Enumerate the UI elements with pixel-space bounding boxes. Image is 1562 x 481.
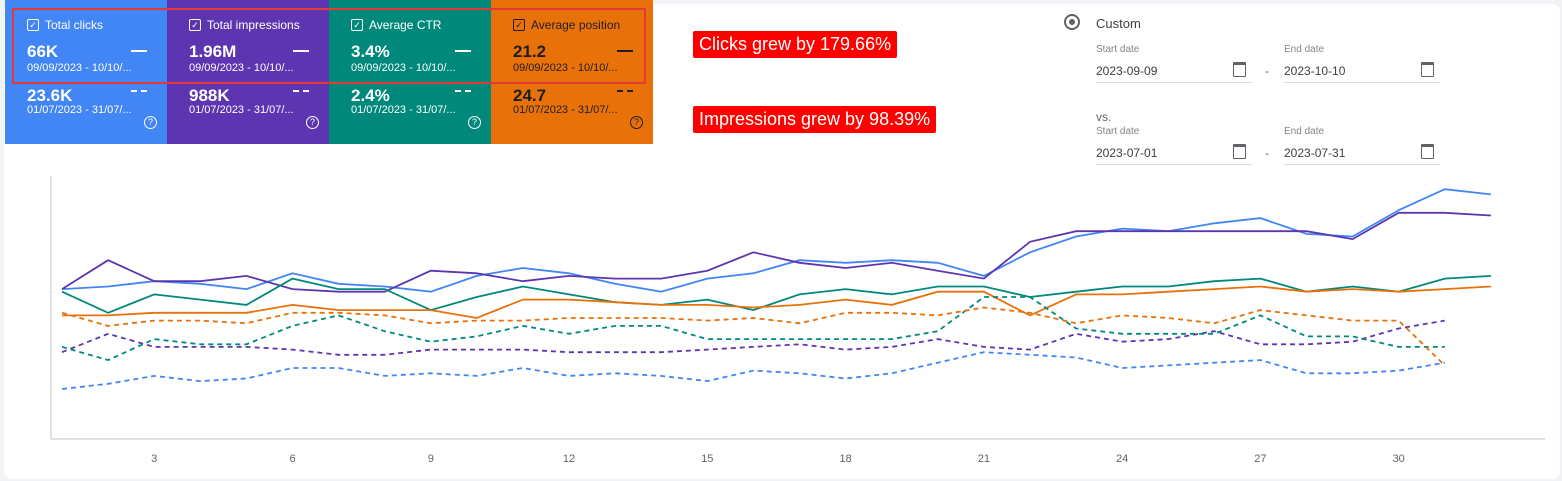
dashed-line-legend-icon (455, 90, 471, 92)
dashed-line-legend-icon (617, 90, 633, 92)
help-icon[interactable]: ? (306, 116, 319, 129)
metric-compare-date-range: 01/07/2023 - 31/07/... (513, 104, 618, 116)
metric-compare-date-range: 01/07/2023 - 31/07/... (351, 104, 456, 116)
metric-compare-value: 24.7 (513, 86, 547, 105)
metric-card-2[interactable]: ✓ Average CTR 3.4% 09/09/2023 - 10/10/... 2.… (329, 0, 491, 144)
clicks-growth-callout: Clicks grew by 179.66% (693, 31, 898, 58)
checkbox-icon[interactable]: ✓ (27, 19, 39, 31)
checkbox-icon[interactable]: ✓ (189, 19, 201, 31)
date-separator: - (1265, 64, 1269, 78)
impressions-growth-callout: Impressions grew by 98.39% (693, 106, 937, 133)
metric-date-range: 09/09/2023 - 10/10/... (513, 62, 618, 74)
help-icon[interactable]: ? (468, 116, 481, 129)
calendar-icon[interactable] (1421, 144, 1434, 159)
custom-option-label: Custom (1096, 16, 1141, 31)
metric-header[interactable]: ✓ Average position (513, 18, 620, 32)
metric-date-range: 09/09/2023 - 10/10/... (189, 62, 294, 74)
metric-header[interactable]: ✓ Total impressions (189, 18, 300, 32)
start-date-value: 2023-09-09 (1096, 64, 1158, 78)
compare-end-date-value: 2023-07-31 (1284, 146, 1346, 160)
metric-value: 66K (27, 42, 59, 61)
metric-compare-date-range: 01/07/2023 - 31/07/... (27, 104, 132, 116)
metric-card-3[interactable]: ✓ Average position 21.2 09/09/2023 - 10/10/… (491, 0, 653, 144)
metric-compare-value: 988K (189, 86, 230, 105)
dashed-line-legend-icon (131, 90, 147, 92)
end-date-value: 2023-10-10 (1284, 64, 1346, 78)
dashed-line-legend-icon (293, 90, 309, 92)
compare-start-date-field[interactable]: 2023-07-01 (1096, 144, 1252, 165)
solid-line-legend-icon (293, 50, 309, 52)
compare-date-separator: - (1265, 146, 1269, 160)
compare-start-date-label: Start date (1096, 126, 1140, 137)
start-date-label: Start date (1096, 44, 1140, 55)
vs-label: vs. (1096, 110, 1112, 124)
metric-label: Total impressions (207, 18, 300, 32)
checkbox-icon[interactable]: ✓ (351, 19, 363, 31)
end-date-field[interactable]: 2023-10-10 (1284, 62, 1440, 83)
metric-label: Total clicks (45, 18, 104, 32)
calendar-icon[interactable] (1421, 62, 1434, 77)
metric-compare-date-range: 01/07/2023 - 31/07/... (189, 104, 294, 116)
help-icon[interactable]: ? (630, 116, 643, 129)
compare-start-date-value: 2023-07-01 (1096, 146, 1158, 160)
metric-header[interactable]: ✓ Total clicks (27, 18, 103, 32)
help-icon[interactable]: ? (144, 116, 157, 129)
metric-card-0[interactable]: ✓ Total clicks 66K 09/09/2023 - 10/10/... 23… (5, 0, 167, 144)
metric-date-range: 09/09/2023 - 10/10/... (351, 62, 456, 74)
metric-label: Average CTR (369, 18, 442, 32)
metric-header[interactable]: ✓ Average CTR (351, 18, 441, 32)
compare-end-date-field[interactable]: 2023-07-31 (1284, 144, 1440, 165)
custom-radio-button[interactable] (1064, 14, 1080, 30)
solid-line-legend-icon (455, 50, 471, 52)
metric-card-1[interactable]: ✓ Total impressions 1.96M 09/09/2023 - 10/1… (167, 0, 329, 144)
compare-end-date-label: End date (1284, 126, 1325, 137)
metric-compare-value: 2.4% (351, 86, 390, 105)
end-date-label: End date (1284, 44, 1325, 55)
metric-value: 1.96M (189, 42, 237, 61)
solid-line-legend-icon (131, 50, 147, 52)
start-date-field[interactable]: 2023-09-09 (1096, 62, 1252, 83)
metric-value: 3.4% (351, 42, 390, 61)
checkbox-icon[interactable]: ✓ (513, 19, 525, 31)
calendar-icon[interactable] (1233, 144, 1246, 159)
metric-label: Average position (531, 18, 621, 32)
metric-value: 21.2 (513, 42, 547, 61)
metric-date-range: 09/09/2023 - 10/10/... (27, 62, 132, 74)
calendar-icon[interactable] (1233, 62, 1246, 77)
solid-line-legend-icon (617, 50, 633, 52)
metric-compare-value: 23.6K (27, 86, 73, 105)
